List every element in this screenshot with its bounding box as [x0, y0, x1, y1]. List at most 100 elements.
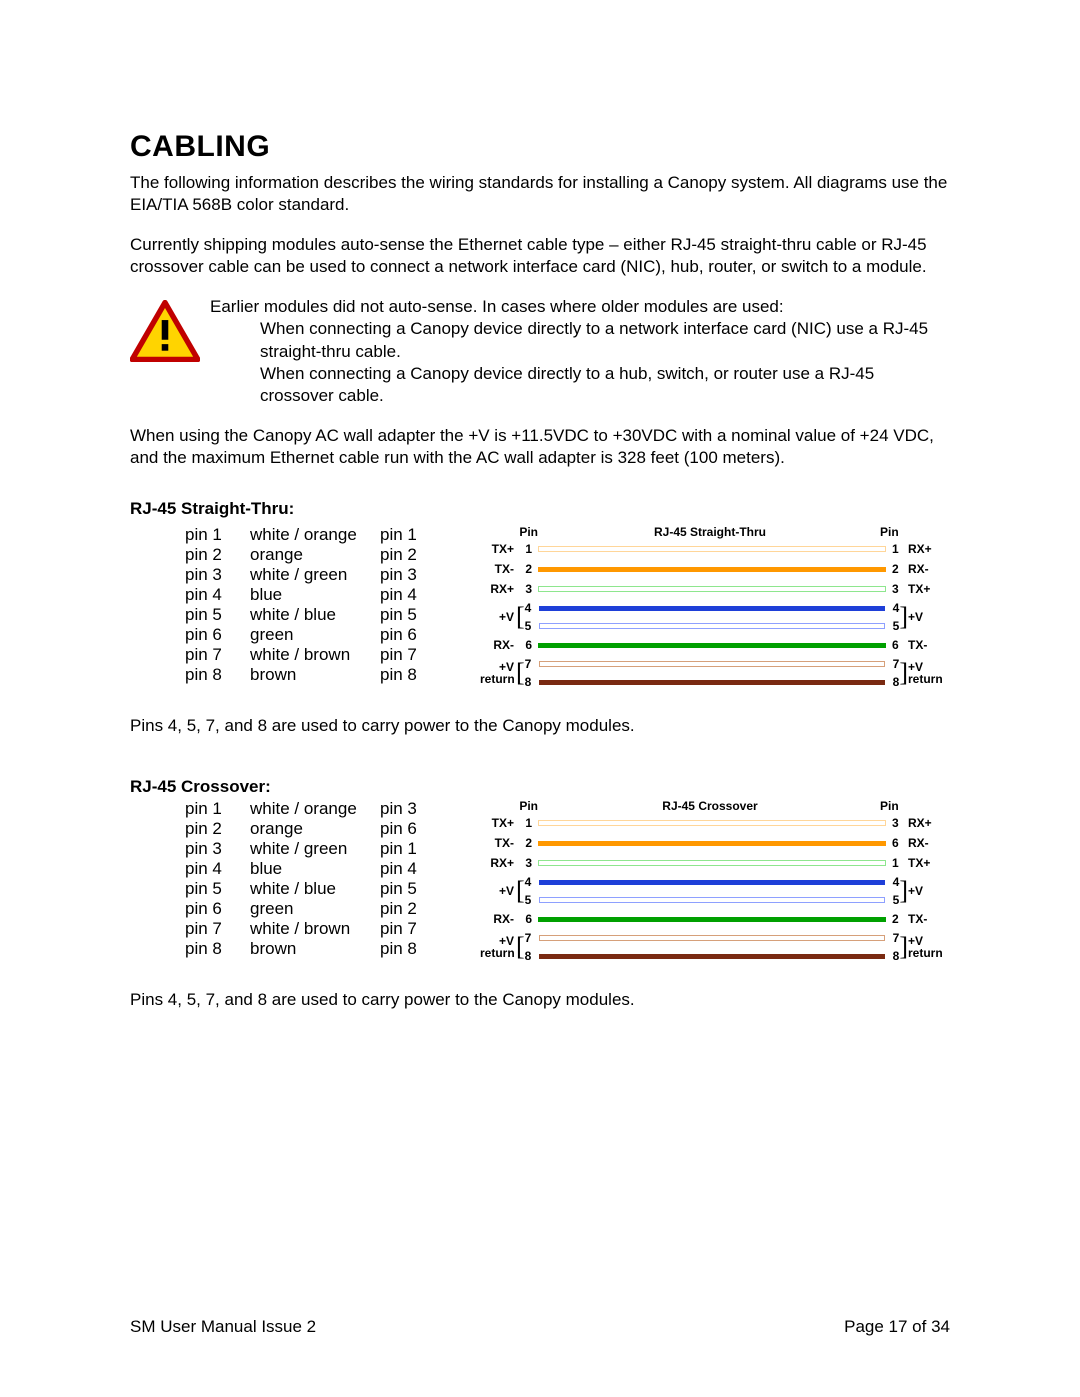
pin-right: pin 2 [380, 545, 440, 565]
pin-color: white / brown [250, 645, 380, 665]
pin-row: pin 7white / brownpin 7 [185, 919, 440, 939]
pin-row: pin 6greenpin 2 [185, 899, 440, 919]
crossover-label: RJ-45 Crossover: [130, 777, 950, 797]
wire-row: RX-62TX- [480, 909, 950, 929]
pin-right: pin 4 [380, 585, 440, 605]
straight-pin-table: pin 1white / orangepin 1pin 2orangepin 2… [185, 525, 440, 685]
wire-row: TX+11RX+ [480, 539, 950, 559]
crossover-pin-table: pin 1white / orangepin 3pin 2orangepin 6… [185, 799, 440, 959]
warning-text: Earlier modules did not auto-sense. In c… [210, 296, 950, 406]
pin-color: white / orange [250, 799, 380, 819]
pin-color: white / blue [250, 879, 380, 899]
pin-right: pin 6 [380, 819, 440, 839]
paragraph-autosense: Currently shipping modules auto-sense th… [130, 234, 950, 278]
group-label-right: +Vreturn [908, 935, 950, 959]
pin-row: pin 3white / greenpin 1 [185, 839, 440, 859]
pin-color: white / brown [250, 919, 380, 939]
pin-color: blue [250, 585, 380, 605]
pin-left: pin 4 [185, 859, 250, 879]
pin-left: pin 5 [185, 605, 250, 625]
wire-row: TX-22RX- [480, 559, 950, 579]
straight-thru-label: RJ-45 Straight-Thru: [130, 499, 950, 519]
pin-row: pin 5white / bluepin 5 [185, 605, 440, 625]
group-label-left: +Vreturn [480, 935, 516, 959]
pin-left: pin 8 [185, 939, 250, 959]
pin-left: pin 5 [185, 879, 250, 899]
pin-left: pin 2 [185, 819, 250, 839]
pin-right: pin 5 [380, 605, 440, 625]
crossover-power-note: Pins 4, 5, 7, and 8 are used to carry po… [130, 989, 950, 1011]
pin-row: pin 4bluepin 4 [185, 585, 440, 605]
pin-row: pin 1white / orangepin 1 [185, 525, 440, 545]
pin-color: white / green [250, 839, 380, 859]
footer-right: Page 17 of 34 [844, 1317, 950, 1337]
wire-group: +Vreturn[7788]+Vreturn [480, 929, 950, 965]
pin-left: pin 3 [185, 839, 250, 859]
group-label-right: +Vreturn [908, 661, 950, 685]
pin-color: green [250, 625, 380, 645]
bracket-right-icon: ] [899, 938, 908, 956]
pin-row: pin 7white / brownpin 7 [185, 645, 440, 665]
wire-group: +Vreturn[7788]+Vreturn [480, 655, 950, 691]
wire-row: RX-66TX- [480, 635, 950, 655]
pin-right: pin 8 [380, 939, 440, 959]
bracket-left-icon: [ [516, 608, 525, 626]
bracket-left-icon: [ [516, 664, 525, 682]
pin-right: pin 6 [380, 625, 440, 645]
pin-color: white / green [250, 565, 380, 585]
bracket-right-icon: ] [899, 882, 908, 900]
pin-color: brown [250, 939, 380, 959]
pin-right: pin 3 [380, 799, 440, 819]
paragraph-voltage: When using the Canopy AC wall adapter th… [130, 425, 950, 469]
wire-row: RX+33TX+ [480, 579, 950, 599]
wire-row: TX+13RX+ [480, 813, 950, 833]
crossover-block: pin 1white / orangepin 3pin 2orangepin 6… [130, 799, 950, 965]
pin-color: white / blue [250, 605, 380, 625]
warning-icon [130, 300, 200, 367]
wire-row: TX-26RX- [480, 833, 950, 853]
wire-group: +V[4455]+V [480, 873, 950, 909]
pin-right: pin 8 [380, 665, 440, 685]
pin-right: pin 7 [380, 645, 440, 665]
page-container: CABLING The following information descri… [0, 0, 1080, 1397]
pin-left: pin 8 [185, 665, 250, 685]
pin-right: pin 1 [380, 839, 440, 859]
bracket-right-icon: ] [899, 664, 908, 682]
diagram-header: PinRJ-45 CrossoverPin [480, 799, 950, 813]
wire-group: +V[4455]+V [480, 599, 950, 635]
pin-row: pin 2orangepin 2 [185, 545, 440, 565]
crossover-diagram: PinRJ-45 CrossoverPinTX+13RX+TX-26RX-RX+… [480, 799, 950, 965]
pin-left: pin 7 [185, 919, 250, 939]
footer-left: SM User Manual Issue 2 [130, 1317, 316, 1337]
pin-right: pin 2 [380, 899, 440, 919]
pin-color: orange [250, 819, 380, 839]
pin-row: pin 2orangepin 6 [185, 819, 440, 839]
pin-right: pin 4 [380, 859, 440, 879]
pin-row: pin 6greenpin 6 [185, 625, 440, 645]
group-label-left: +Vreturn [480, 661, 516, 685]
pin-color: blue [250, 859, 380, 879]
pin-right: pin 5 [380, 879, 440, 899]
warning-line-2: When connecting a Canopy device directly… [210, 363, 950, 407]
group-label-left: +V [480, 884, 516, 898]
pin-left: pin 1 [185, 799, 250, 819]
bracket-right-icon: ] [899, 608, 908, 626]
page-footer: SM User Manual Issue 2 Page 17 of 34 [130, 1317, 950, 1337]
pin-left: pin 2 [185, 545, 250, 565]
pin-row: pin 3white / greenpin 3 [185, 565, 440, 585]
pin-row: pin 1white / orangepin 3 [185, 799, 440, 819]
straight-diagram: PinRJ-45 Straight-ThruPinTX+11RX+TX-22RX… [480, 525, 950, 691]
pin-left: pin 7 [185, 645, 250, 665]
pin-row: pin 5white / bluepin 5 [185, 879, 440, 899]
pin-row: pin 8brownpin 8 [185, 939, 440, 959]
straight-thru-block: pin 1white / orangepin 1pin 2orangepin 2… [130, 525, 950, 691]
warning-intro: Earlier modules did not auto-sense. In c… [210, 297, 784, 316]
warning-line-1: When connecting a Canopy device directly… [210, 318, 950, 362]
pin-right: pin 3 [380, 565, 440, 585]
pin-left: pin 1 [185, 525, 250, 545]
pin-color: brown [250, 665, 380, 685]
group-label-right: +V [908, 884, 950, 898]
wire-row: RX+31TX+ [480, 853, 950, 873]
group-label-right: +V [908, 610, 950, 624]
pin-color: green [250, 899, 380, 919]
